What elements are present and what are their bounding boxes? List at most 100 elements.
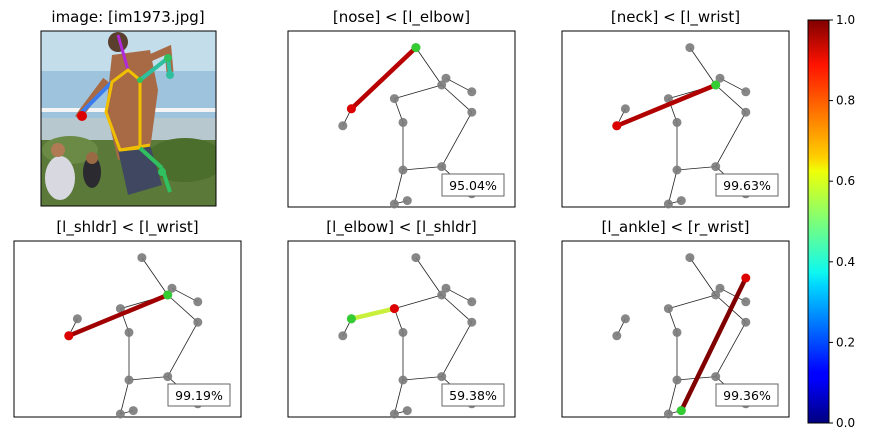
comparison-panel: [nose] < [l_elbow] 95.04% xyxy=(287,8,516,209)
skeleton-joint xyxy=(163,372,173,382)
confidence-label: 95.04% xyxy=(449,178,497,193)
colorbar: 0.0 0.2 0.4 0.6 0.8 1.0 xyxy=(807,13,855,430)
skeleton-joint xyxy=(137,253,147,263)
skeleton-joint xyxy=(715,283,725,293)
comparison-line xyxy=(349,45,419,112)
confidence-box xyxy=(441,173,505,197)
skeleton-joint xyxy=(398,117,408,127)
comparison-panel: [neck] < [l_wrist] 99.63% xyxy=(561,8,790,209)
skeleton-joint xyxy=(124,327,134,337)
confidence-label: 99.36% xyxy=(723,388,771,403)
colorbar-ticks: 0.0 0.2 0.4 0.6 0.8 1.0 xyxy=(829,13,855,430)
confidence-box xyxy=(715,173,779,197)
comparison-panel: [l_elbow] < [l_shldr] 59.38% xyxy=(287,218,516,419)
photo-panel-title: image: [im1973.jpg] xyxy=(51,8,204,26)
colorbar-tick-label: 0.8 xyxy=(836,94,855,108)
colorbar-tick-label: 0.6 xyxy=(836,174,855,188)
skeleton-joint xyxy=(437,290,447,300)
skeleton-joint xyxy=(411,253,421,263)
skeleton-joint xyxy=(685,253,695,263)
skeleton-joint xyxy=(672,165,682,175)
skeleton-bone xyxy=(394,379,404,415)
comparison-panel: [l_ankle] < [r_wrist] 99.36% xyxy=(561,218,790,419)
skeleton-joint xyxy=(672,375,682,385)
photo-panel-frame xyxy=(40,30,217,207)
skeleton-joint xyxy=(389,199,399,209)
confidence-label: 99.63% xyxy=(723,178,771,193)
skeleton-bone xyxy=(668,169,678,205)
volleyball-photo xyxy=(41,31,216,206)
colorbar-tick-label: 0.2 xyxy=(836,335,855,349)
skeleton-joint xyxy=(612,331,622,341)
skeleton-joint xyxy=(115,409,125,419)
comparison-from-joint xyxy=(163,290,173,300)
skeleton-joint xyxy=(167,283,177,293)
skeleton-joint xyxy=(663,94,673,104)
comparison-line xyxy=(349,306,397,322)
confidence-box xyxy=(167,383,231,407)
skeleton-bone xyxy=(441,84,473,113)
skeleton-bone xyxy=(415,257,443,296)
skeleton-bone xyxy=(402,166,442,171)
skeleton-joint xyxy=(338,331,348,341)
comparison-to-joint xyxy=(64,331,74,341)
skeleton-joint xyxy=(741,87,751,97)
skeleton-joint xyxy=(398,375,408,385)
comparison-to-joint xyxy=(346,104,356,114)
panel-title: [neck] < [l_wrist] xyxy=(611,8,740,27)
comparison-panels: [nose] < [l_elbow] 95.04% [neck] < [l_wris… xyxy=(13,8,790,419)
comparison-from-joint xyxy=(676,406,686,416)
skeleton-bone xyxy=(120,379,130,415)
skeleton-joint xyxy=(193,317,203,327)
panel-title: [l_ankle] < [r_wrist] xyxy=(602,218,750,237)
skeleton-joint xyxy=(620,104,630,114)
skeleton-joint xyxy=(741,107,751,117)
skeleton-bone xyxy=(167,322,199,377)
skeleton-joint xyxy=(467,317,477,327)
comparison-line xyxy=(614,82,718,129)
skeleton-bone xyxy=(141,257,169,296)
skeleton-joint xyxy=(72,314,82,324)
colorbar-tick-label: 1.0 xyxy=(836,13,855,27)
skeleton-joint xyxy=(663,409,673,419)
skeleton-bone xyxy=(676,166,716,171)
comparison-to-joint xyxy=(612,121,622,131)
skeleton-joint xyxy=(193,297,203,307)
panel-title: [nose] < [l_elbow] xyxy=(333,8,470,27)
comparison-to-joint xyxy=(741,273,751,283)
skeleton-bone xyxy=(719,77,746,93)
skeleton-joint xyxy=(128,406,138,416)
skeleton-joint xyxy=(398,327,408,337)
skeleton-bone xyxy=(441,112,473,167)
skeleton-bone xyxy=(167,294,199,323)
skeleton-joint xyxy=(663,304,673,314)
skeleton-bone xyxy=(445,287,472,303)
skeleton-bone xyxy=(402,376,442,381)
skeleton-joint xyxy=(672,327,682,337)
colorbar-tick-label: 0.4 xyxy=(836,255,855,269)
skeleton-joint xyxy=(676,196,686,206)
skeleton-bone xyxy=(415,47,443,86)
skeleton-joint xyxy=(467,297,477,307)
skeleton-bone xyxy=(715,112,747,167)
skeleton-bone xyxy=(394,84,442,99)
panel-title: [l_elbow] < [l_shldr] xyxy=(326,218,476,237)
skeleton-joint xyxy=(389,409,399,419)
skeleton-joint xyxy=(338,121,348,131)
skeleton-joint xyxy=(711,290,721,300)
skeleton-bone xyxy=(668,379,678,415)
comparison-from-joint xyxy=(346,314,356,324)
confidence-box xyxy=(715,383,779,407)
confidence-box xyxy=(441,383,505,407)
skeleton-joint xyxy=(467,107,477,117)
skeleton-joint xyxy=(115,304,125,314)
photo-pose-overlay xyxy=(77,34,174,193)
skeleton-joint xyxy=(402,406,412,416)
skeleton-joint xyxy=(685,43,695,53)
skeleton-joint xyxy=(715,73,725,83)
skeleton-joint xyxy=(741,317,751,327)
confidence-label: 59.38% xyxy=(449,388,497,403)
panel-title: [l_shldr] < [l_wrist] xyxy=(56,218,198,237)
skeleton-bone xyxy=(715,322,747,377)
